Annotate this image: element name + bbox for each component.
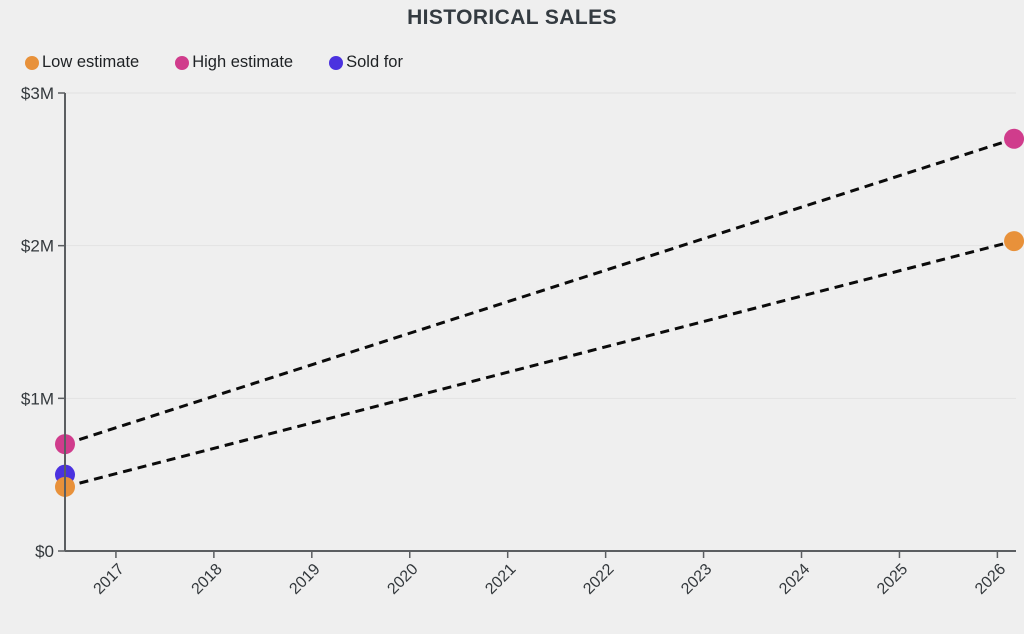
chart-legend: Low estimate High estimate Sold for (25, 53, 403, 72)
x-tick-label: 2017 (91, 561, 128, 598)
trend-line-low-estimate (64, 239, 1015, 489)
y-tick-label: $3M (21, 84, 54, 103)
sold-for-dot-icon (329, 55, 344, 70)
data-point-high-estimate[interactable] (1004, 128, 1024, 149)
legend-item-high-estimate[interactable]: High estimate (175, 53, 293, 72)
low-estimate-dot-icon (25, 55, 39, 70)
x-tick-label: 2018 (189, 561, 226, 598)
y-tick-label: $1M (21, 389, 54, 408)
legend-label: Low estimate (42, 53, 140, 71)
x-tick-label: 2023 (678, 561, 715, 598)
x-tick-label: 2021 (482, 561, 519, 598)
y-tick-label: $2M (21, 237, 54, 256)
trend-line-high-estimate (64, 137, 1015, 446)
data-point-low-estimate[interactable] (1004, 231, 1024, 252)
legend-item-low-estimate[interactable]: Low estimate (25, 53, 139, 72)
x-tick-label: 2019 (286, 561, 323, 598)
y-tick-label: $0 (35, 542, 54, 561)
x-tick-label: 2024 (776, 561, 813, 598)
chart-title: HISTORICAL SALES (407, 6, 617, 29)
high-estimate-dot-icon (175, 55, 190, 70)
x-tick-label: 2020 (384, 561, 421, 598)
x-tick-label: 2025 (874, 561, 911, 598)
legend-label: Sold for (346, 53, 403, 71)
x-tick-label: 2026 (972, 561, 1009, 598)
legend-item-sold-for[interactable]: Sold for (329, 53, 403, 72)
x-tick-label: 2022 (580, 561, 617, 598)
legend-label: High estimate (192, 53, 294, 71)
